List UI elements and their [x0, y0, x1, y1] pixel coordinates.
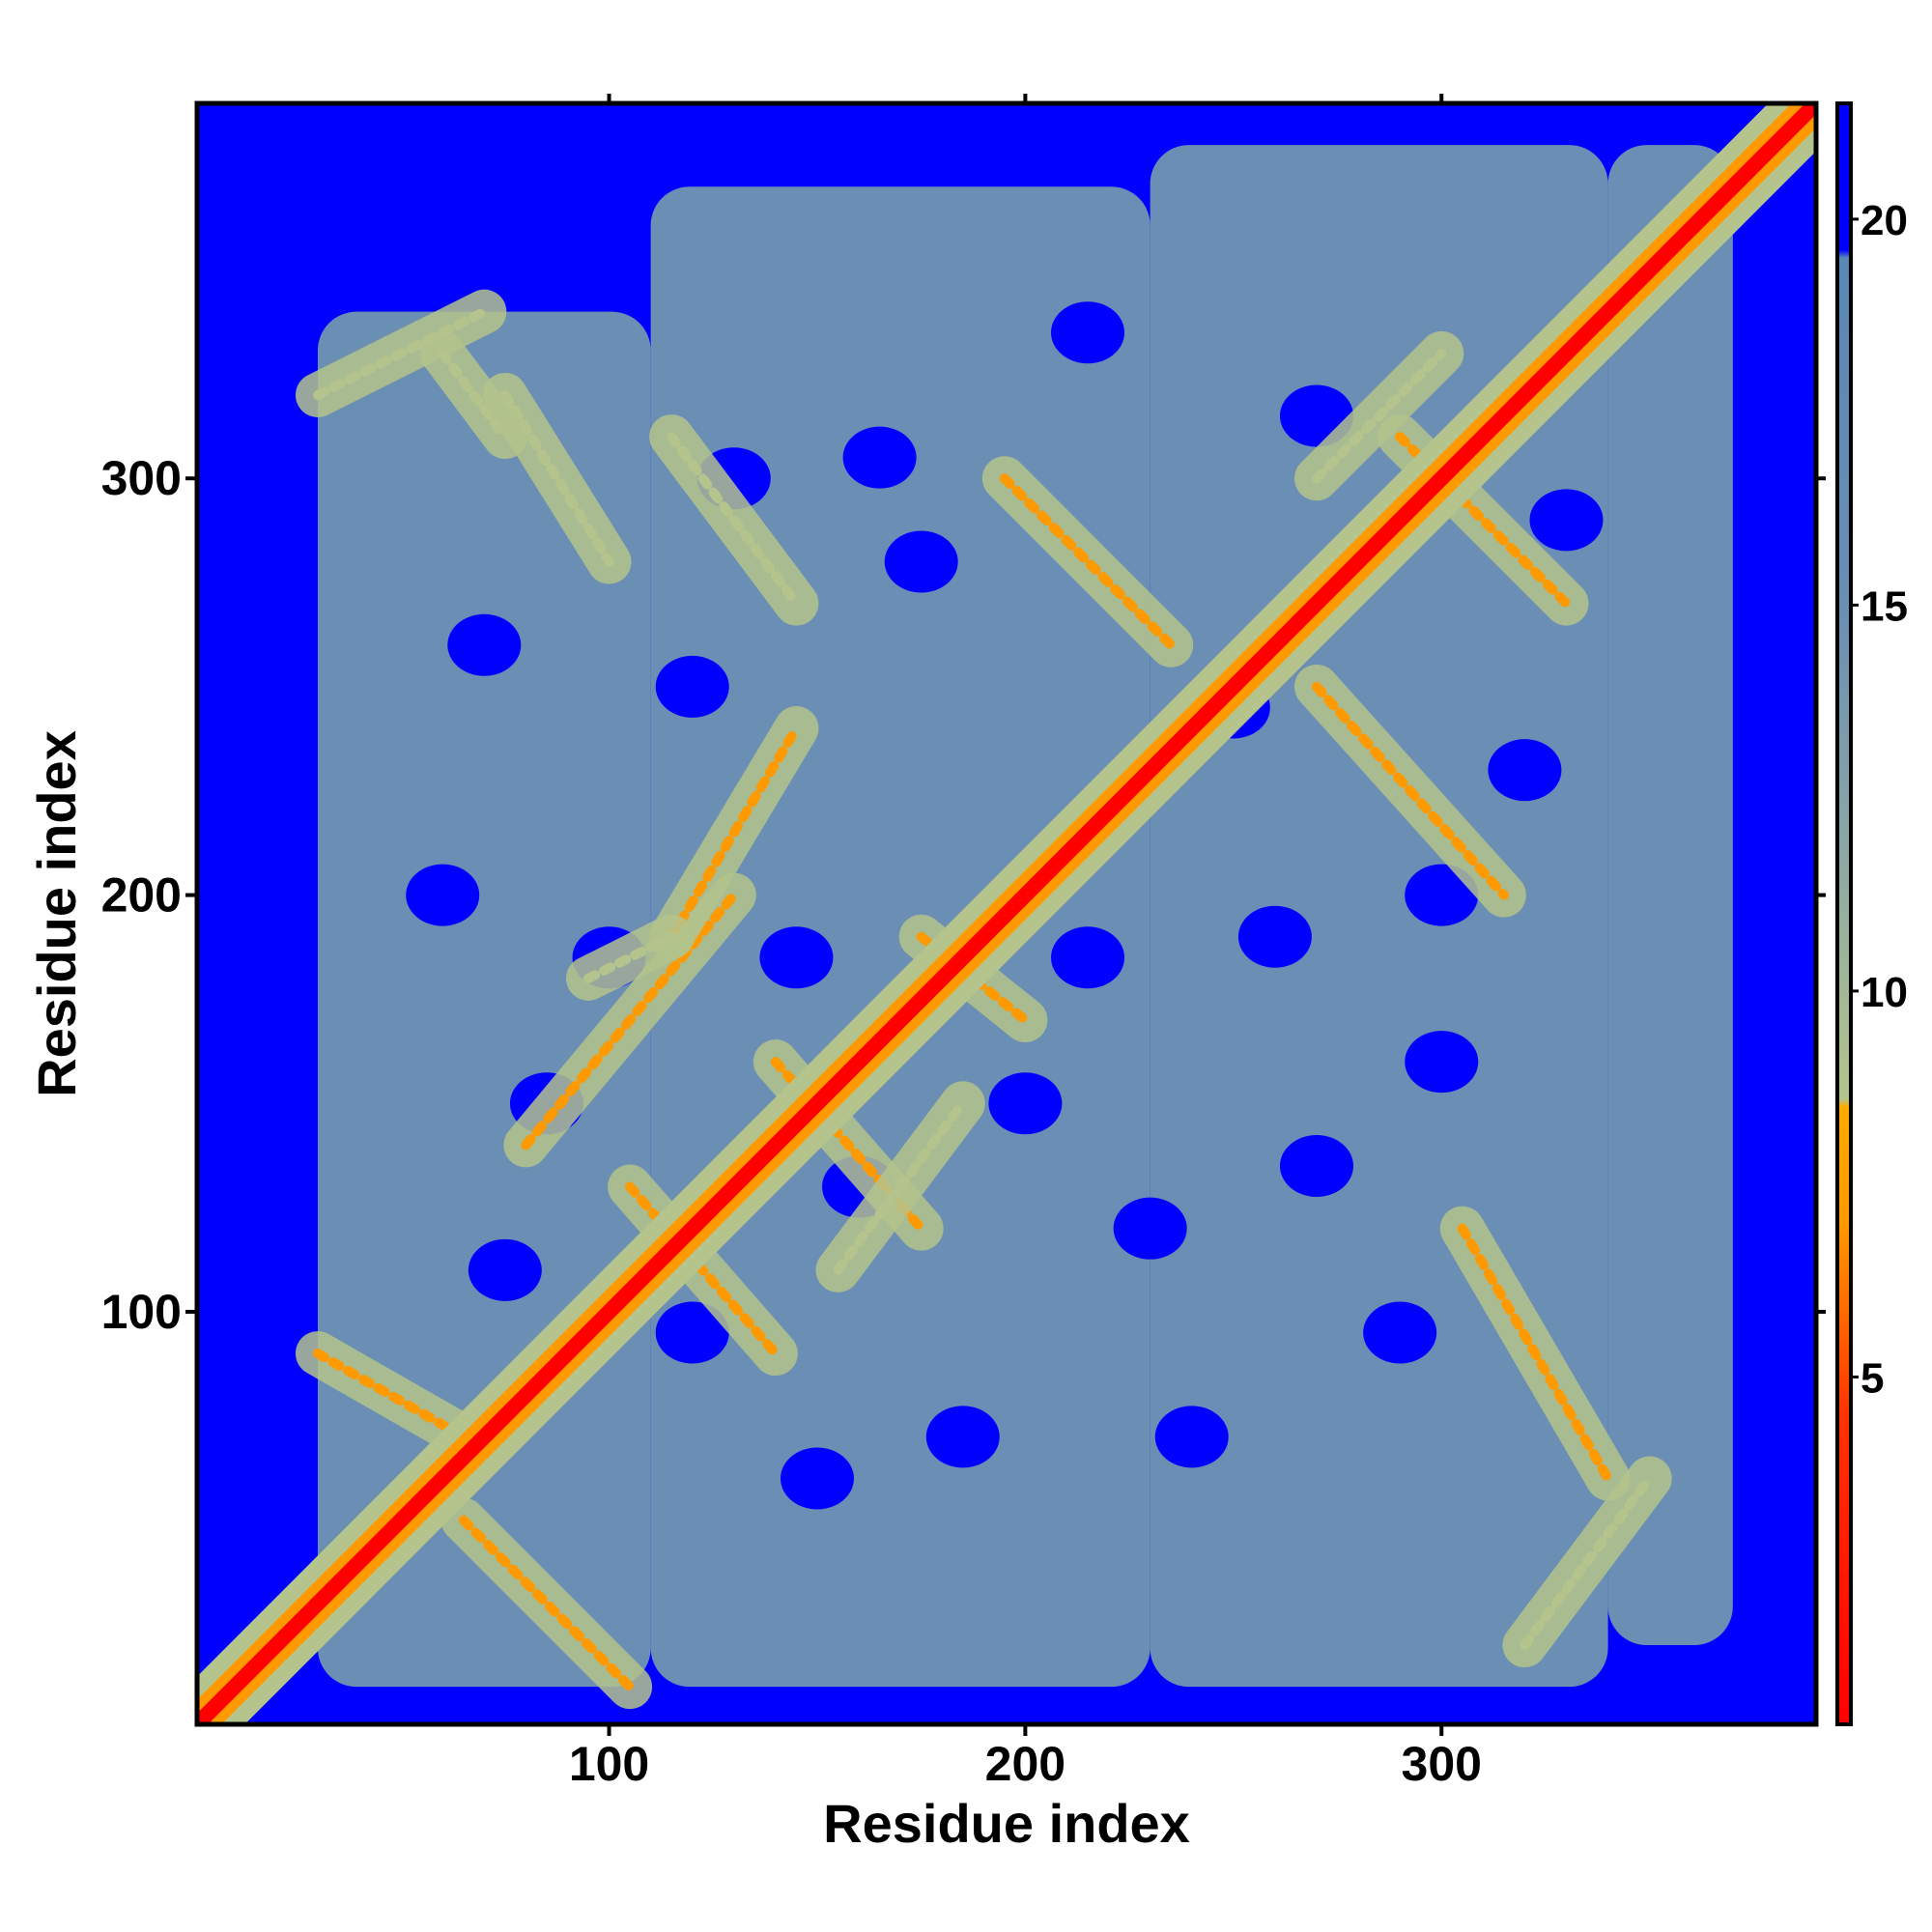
contact-band — [667, 724, 802, 942]
contact-band — [521, 890, 739, 1151]
void-region — [1488, 739, 1562, 802]
diagonal-line — [197, 103, 1816, 1724]
void-region — [468, 1238, 542, 1301]
y-axis: 100 200 300 — [101, 451, 1826, 1339]
contact-band — [438, 348, 510, 442]
y-axis-title: Residue index — [26, 730, 87, 1097]
colorbar-tick-label: 10 — [1861, 969, 1908, 1016]
void-region — [1279, 1134, 1353, 1197]
void-region — [988, 1072, 1063, 1135]
void-region — [780, 1447, 854, 1510]
void-region — [406, 864, 480, 926]
void-region — [655, 1301, 729, 1364]
void-region — [1113, 1197, 1187, 1260]
contact-band — [625, 1181, 781, 1359]
colorbar-ticks: 5 10 15 20 — [1851, 197, 1908, 1402]
contact-band — [667, 432, 802, 609]
void-region — [1051, 926, 1125, 989]
x-axis: 100 200 300 — [569, 94, 1482, 1791]
void-region — [925, 1406, 1000, 1468]
void-region — [447, 613, 522, 676]
contact-band — [458, 1515, 636, 1692]
contact-band — [833, 1098, 968, 1275]
y-tick-label: 200 — [101, 868, 182, 923]
colorbar-tick-label: 5 — [1861, 1354, 1884, 1402]
void-region — [655, 655, 729, 718]
colorbar-tick-label: 15 — [1861, 582, 1908, 630]
void-region — [1405, 1031, 1479, 1094]
contact-band — [312, 306, 490, 400]
void-region — [759, 926, 834, 989]
contact-band — [582, 931, 677, 983]
y-tick-label: 300 — [101, 451, 182, 505]
x-tick-label: 100 — [569, 1737, 649, 1791]
contact-band — [999, 473, 1177, 650]
contact-band — [1520, 1473, 1655, 1651]
void-region — [1154, 1406, 1229, 1468]
y-tick-label: 100 — [101, 1285, 182, 1339]
diagonal-band — [197, 103, 1816, 1724]
void-region — [1237, 905, 1312, 968]
x-tick-label: 300 — [1402, 1737, 1482, 1791]
contact-band — [1311, 681, 1509, 900]
void-region — [1529, 489, 1604, 552]
plot-frame — [194, 100, 1819, 1727]
x-tick-label: 200 — [985, 1737, 1065, 1791]
void-region — [884, 530, 958, 593]
colorbar-scale — [1835, 101, 1853, 1726]
void-region — [1051, 301, 1125, 364]
void-region — [1363, 1301, 1437, 1364]
colorbar: 5 10 15 20 — [1835, 101, 1908, 1726]
contact-band — [1311, 348, 1447, 484]
void-region — [1405, 864, 1479, 926]
contact-band — [1457, 1223, 1613, 1484]
contact-band — [312, 1349, 469, 1442]
contact-region — [1607, 145, 1733, 1646]
void-region — [842, 426, 917, 489]
x-axis-title: Residue index — [823, 1793, 1190, 1854]
colorbar-tick-label: 20 — [1861, 197, 1908, 244]
contact-bands — [295, 289, 1672, 1710]
